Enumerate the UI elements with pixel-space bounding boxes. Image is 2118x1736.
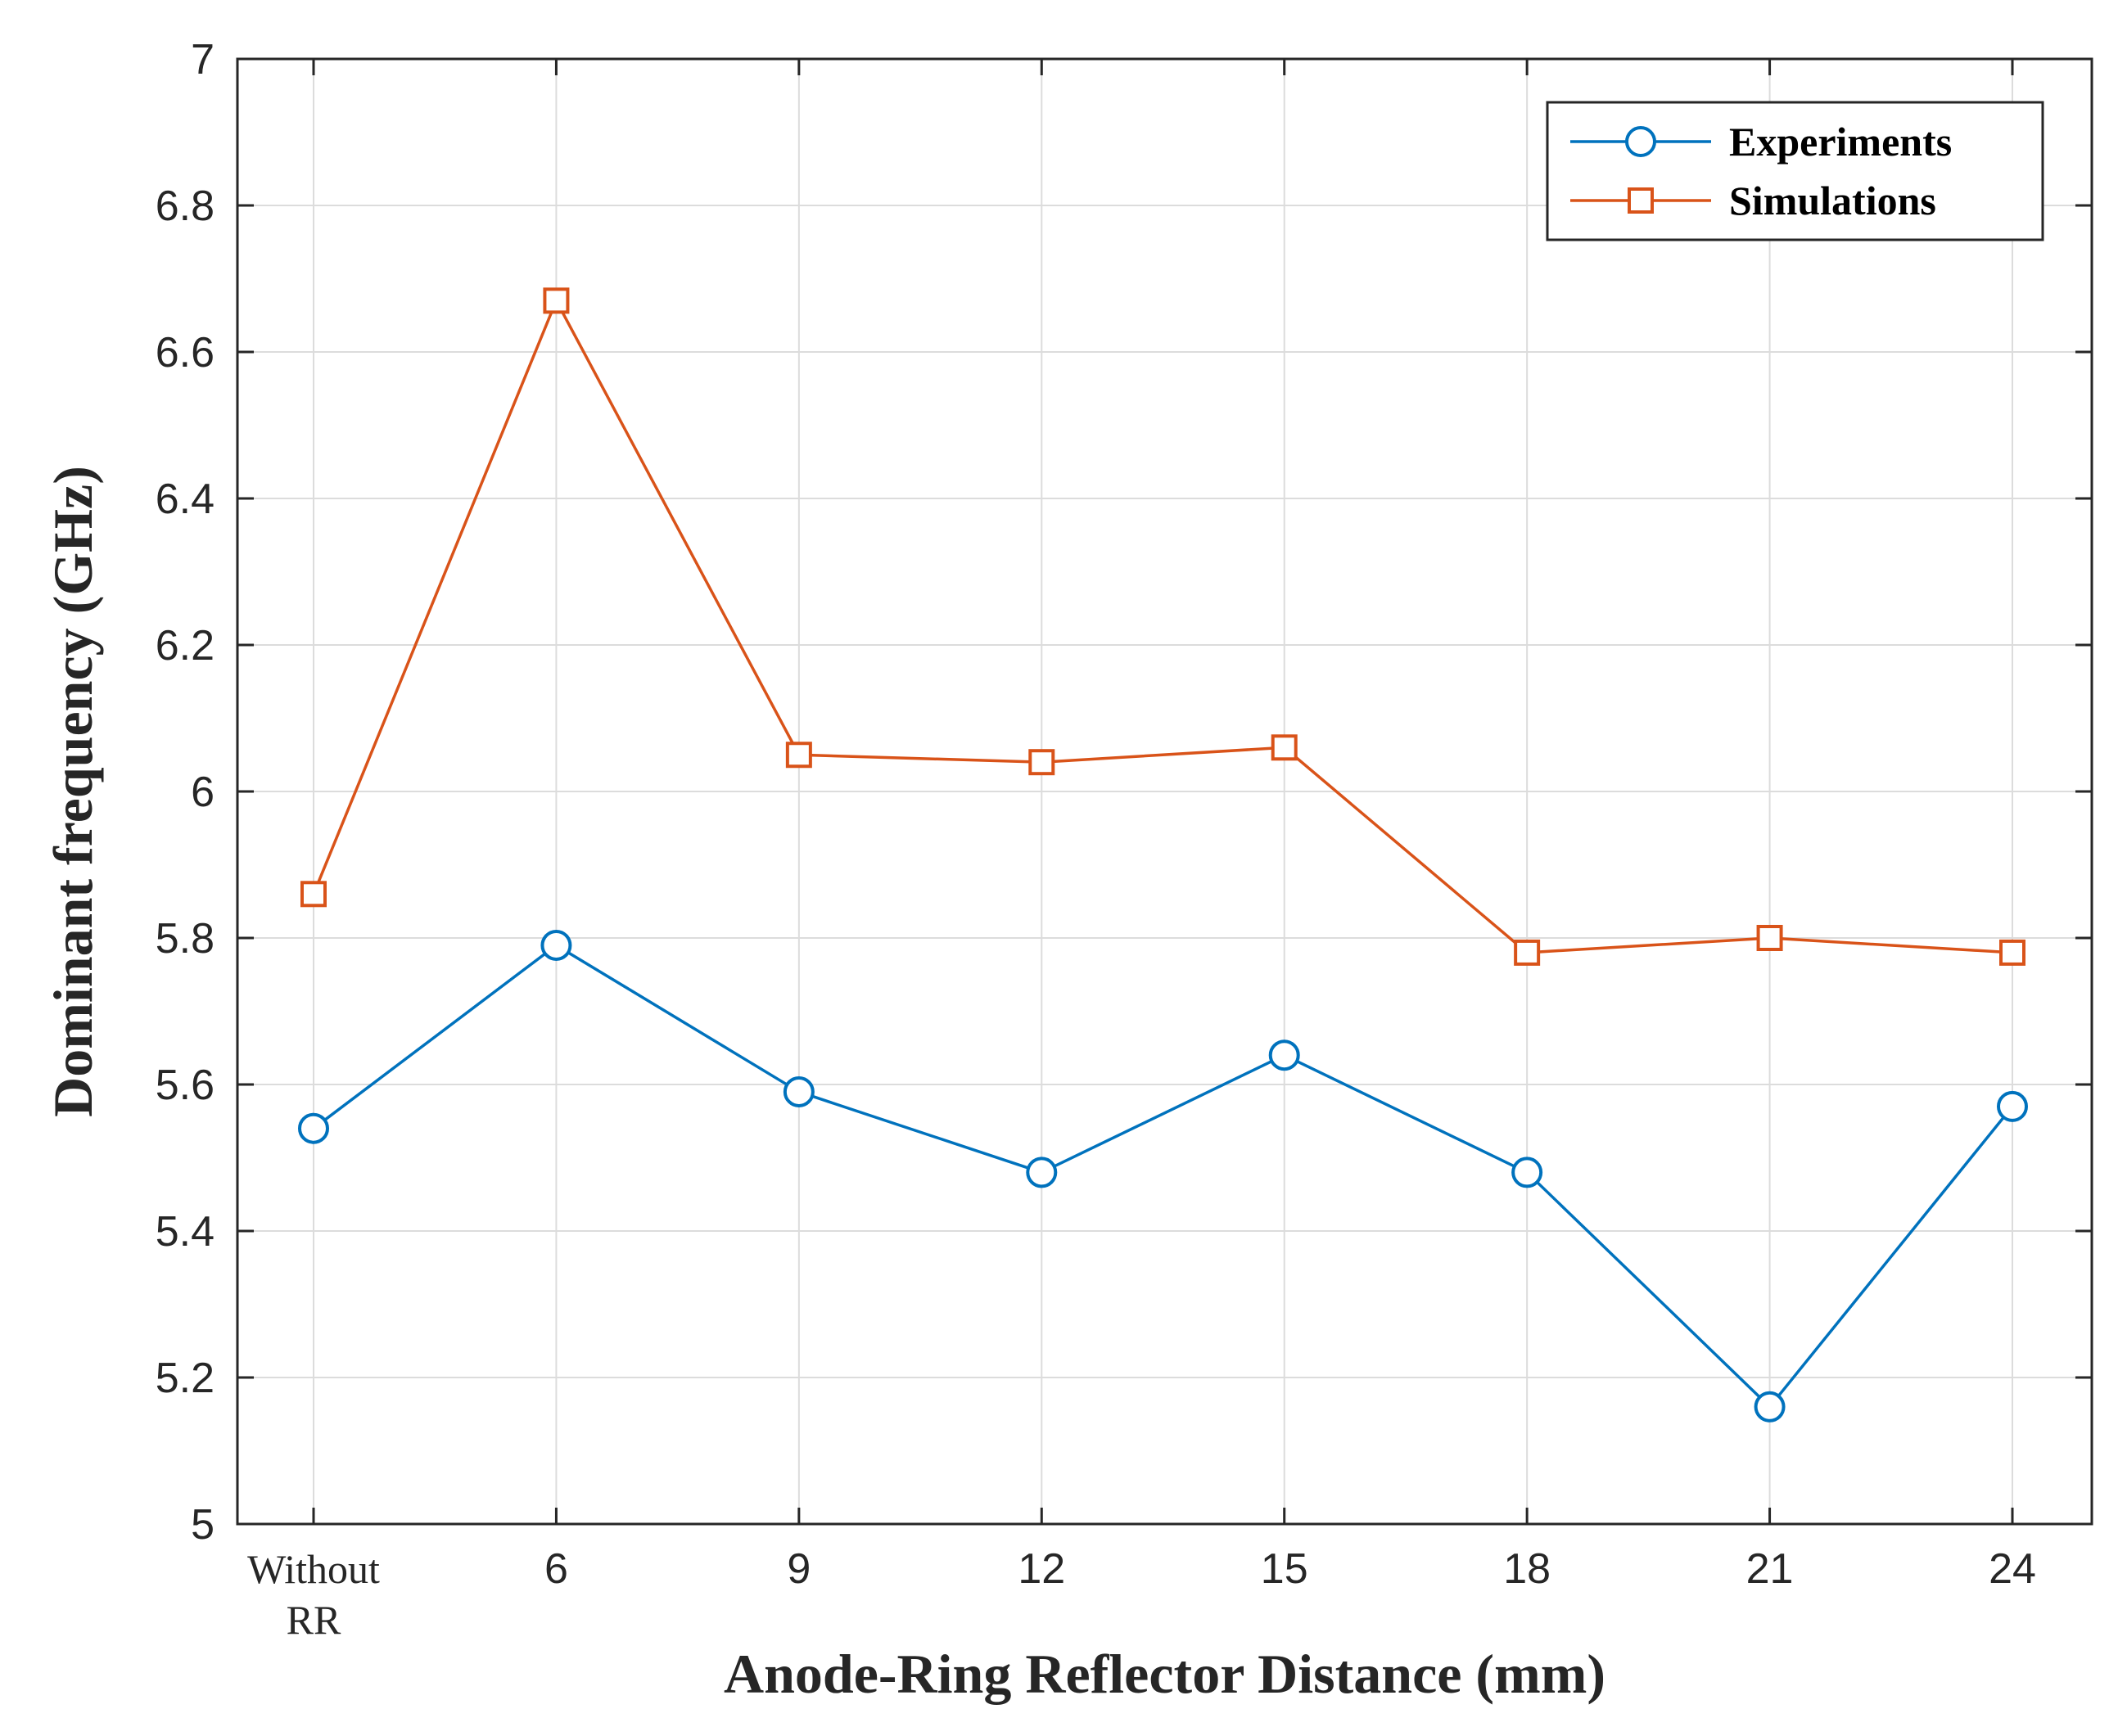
data-point-simulations [1271,734,1298,761]
y-tick-label: 6.6 [156,329,215,377]
data-point-simulations [543,287,570,314]
data-point-simulations [1028,749,1055,776]
data-point-simulations [300,881,327,908]
x-tick-label: 15 [1261,1545,1308,1593]
x-tick-label: 21 [1746,1545,1794,1593]
legend-marker-experiments [1625,126,1656,157]
data-point-experiments [1268,1039,1300,1071]
data-point-experiments [298,1112,329,1144]
series-layer [298,287,2028,1423]
plot-frame [236,57,2093,1526]
y-tick-label: 5.8 [156,915,215,963]
x-tick-label: Without [247,1546,380,1592]
data-point-experiments [1997,1090,2028,1122]
data-point-simulations [1514,939,1541,966]
legend-entry-simulations: Simulations [1570,178,1936,223]
legend-label-experiments: Experiments [1729,119,1952,165]
series-line-simulations [312,297,2013,954]
data-point-experiments [540,929,572,961]
legend-label-simulations: Simulations [1729,178,1936,223]
series-simulations [300,287,2025,966]
legend: Experiments Simulations [1546,101,2044,241]
data-point-experiments [1026,1157,1058,1188]
x-tick-label: 12 [1018,1545,1065,1593]
data-point-experiments [1754,1391,1786,1423]
legend-marker-simulations [1628,187,1654,214]
x-tick-label: 18 [1503,1545,1551,1593]
x-tick-label: RR [287,1597,341,1643]
x-tick-label: 9 [787,1545,811,1593]
data-point-simulations [785,742,812,769]
y-tick-label: 6.8 [156,183,215,230]
x-tick-label: 24 [1989,1545,2036,1593]
data-point-experiments [783,1075,815,1107]
y-tick-label: 5.4 [156,1208,215,1256]
y-tick-label: 5.6 [156,1062,215,1109]
data-point-simulations [1999,939,2025,966]
y-tick-label: 7 [191,36,215,83]
y-tick-label: 6 [191,769,215,816]
series-line-experiments [312,943,2014,1409]
axes: 5 5.2 5.4 5.6 5.8 6 6.2 6.4 6.6 6.8 7 Without RR 6 9 12… [156,36,2093,1643]
y-axis-title: Dominant frequency (GHz) [42,466,104,1117]
data-point-simulations [1756,925,1783,951]
x-tick-label: 6 [544,1545,568,1593]
series-experiments [298,929,2028,1423]
y-tick-label: 5 [191,1501,215,1549]
data-point-experiments [1511,1157,1543,1188]
legend-box [1546,101,2044,241]
y-tick-label: 6.4 [156,476,215,523]
x-axis-title: Anode-Ring Reflector Distance (mm) [724,1643,1605,1705]
legend-entry-experiments: Experiments [1570,119,1952,165]
y-tick-label: 6.2 [156,622,215,670]
y-tick-label: 5.2 [156,1355,215,1402]
